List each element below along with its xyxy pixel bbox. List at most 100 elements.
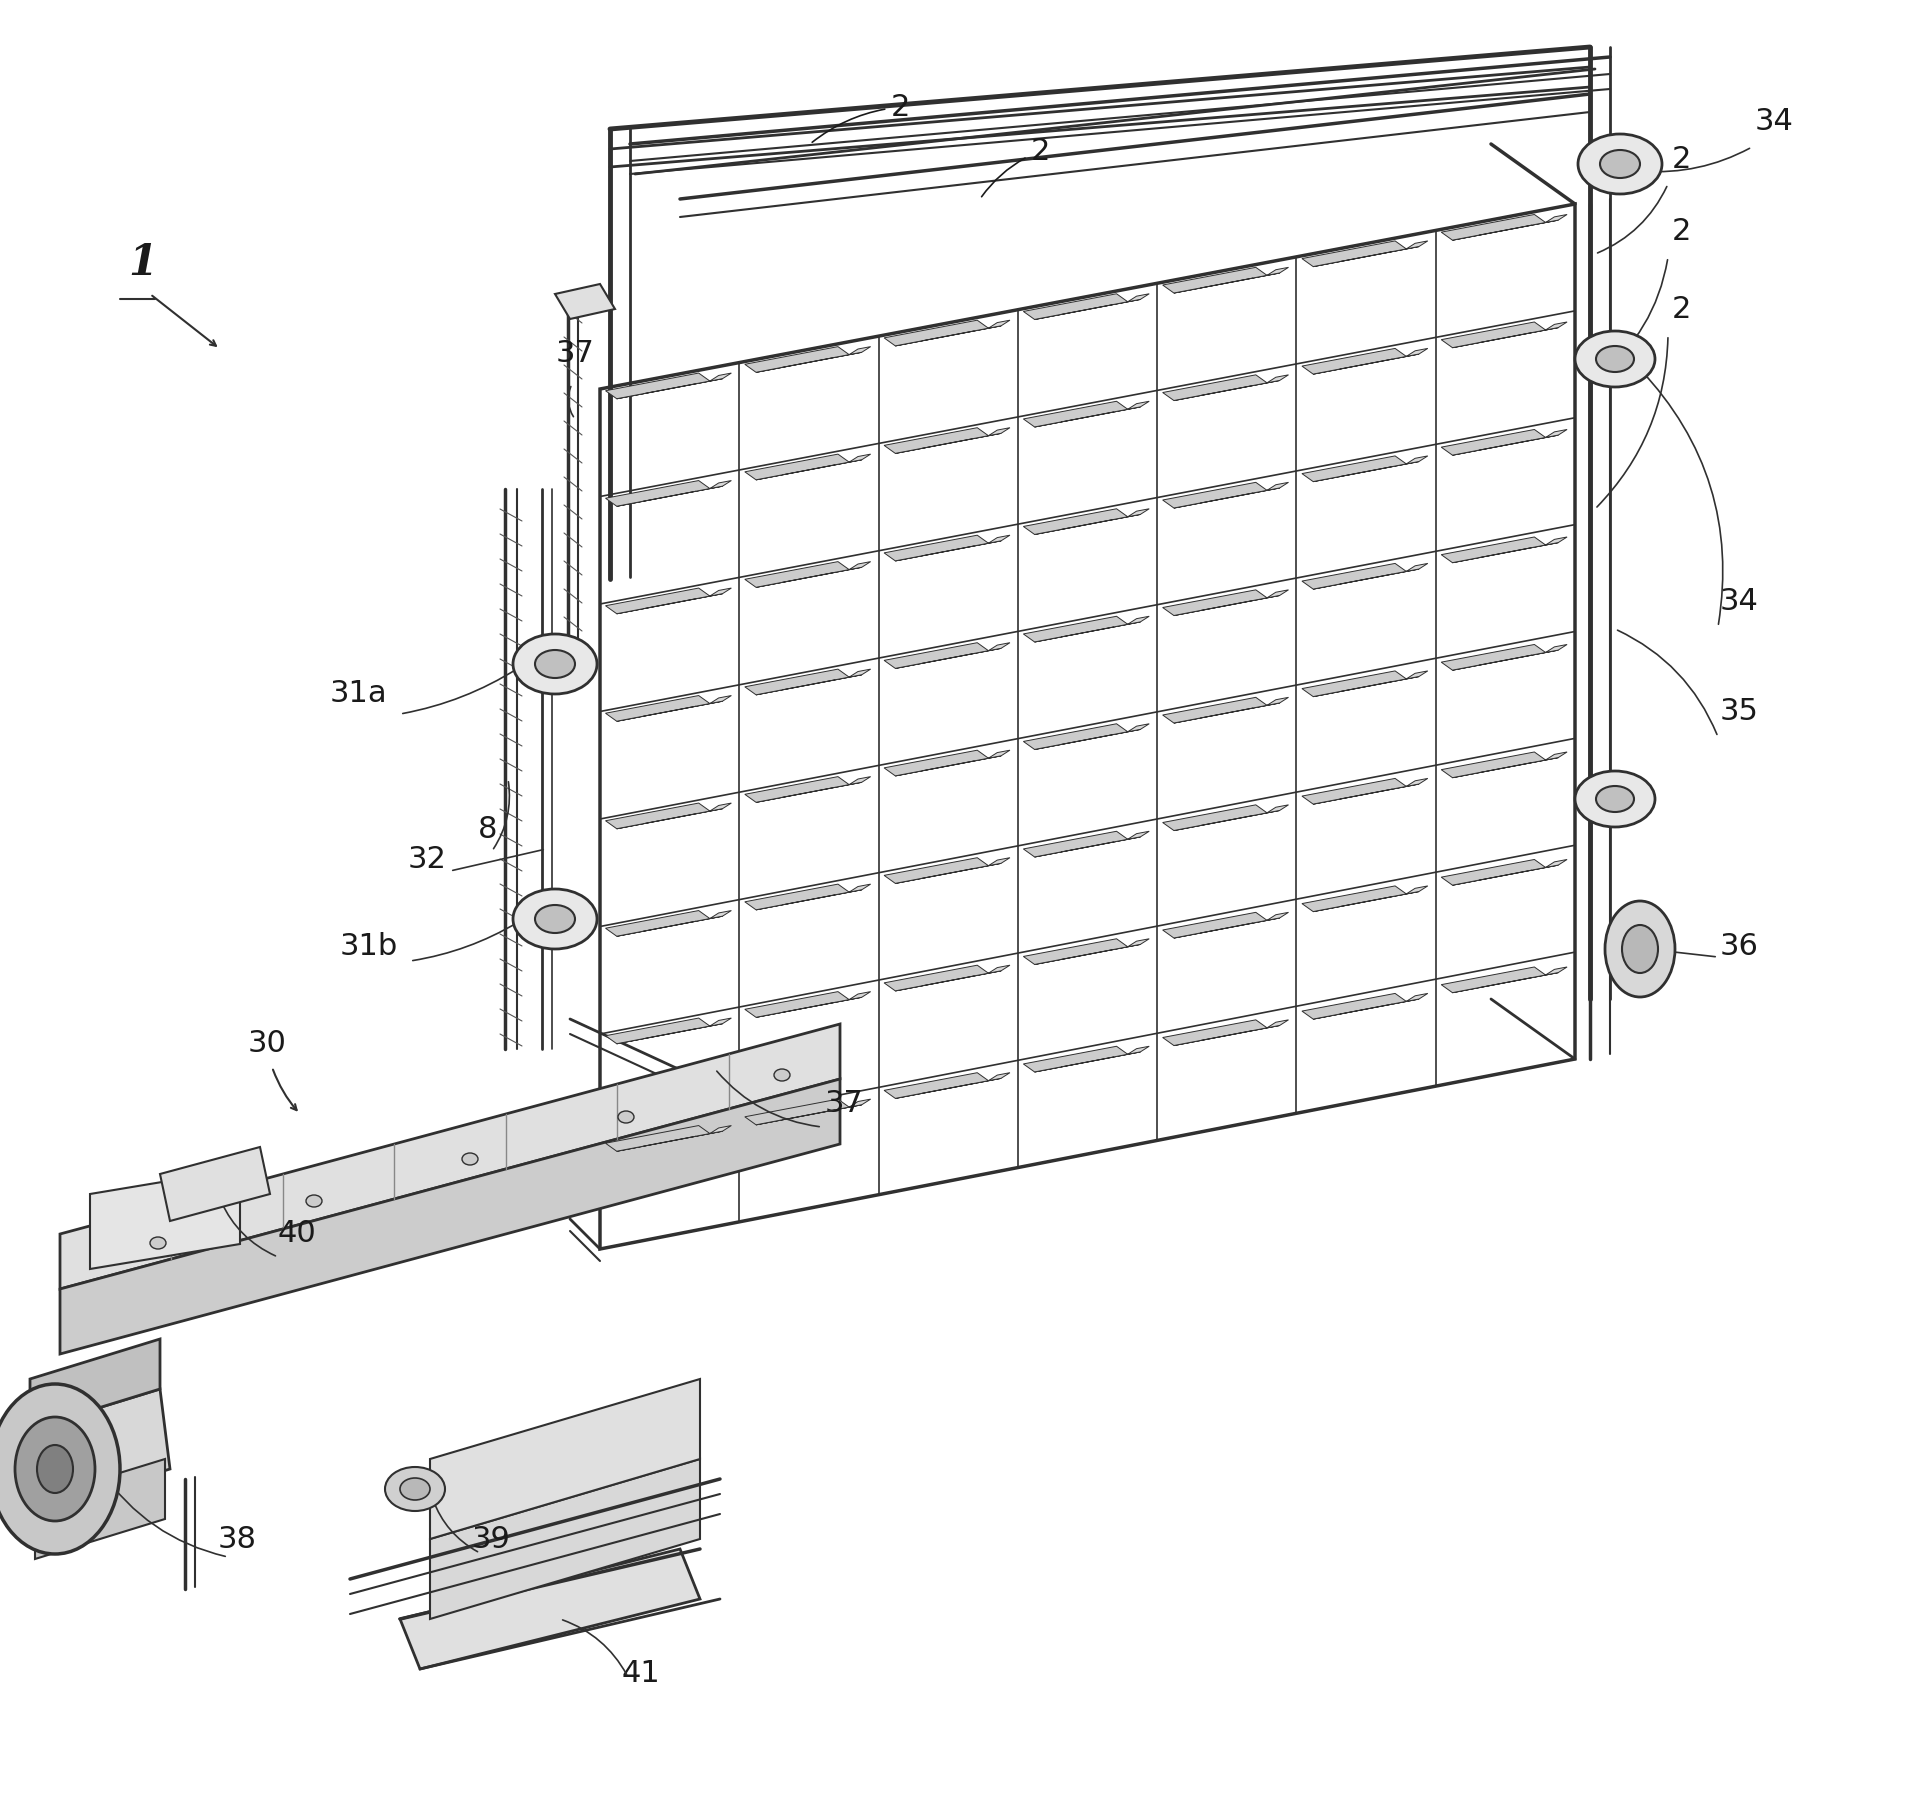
Polygon shape (160, 1147, 270, 1222)
Polygon shape (782, 681, 835, 690)
Polygon shape (848, 885, 869, 893)
Polygon shape (1478, 441, 1530, 452)
Text: 34: 34 (1719, 587, 1758, 616)
Ellipse shape (1575, 772, 1654, 828)
Polygon shape (1200, 602, 1252, 611)
Polygon shape (883, 322, 987, 347)
Polygon shape (1312, 784, 1418, 804)
Polygon shape (1034, 730, 1140, 750)
Polygon shape (1546, 215, 1567, 224)
Polygon shape (744, 777, 848, 802)
Polygon shape (1061, 735, 1113, 744)
Text: 36: 36 (1719, 931, 1758, 961)
Polygon shape (643, 600, 696, 609)
Polygon shape (1312, 463, 1418, 482)
Polygon shape (755, 997, 862, 1017)
Polygon shape (1546, 430, 1567, 439)
Polygon shape (1061, 627, 1113, 638)
Polygon shape (1441, 967, 1546, 994)
Polygon shape (755, 352, 862, 372)
Polygon shape (605, 589, 709, 614)
Polygon shape (1546, 538, 1567, 546)
Ellipse shape (384, 1467, 444, 1511)
Polygon shape (91, 1169, 240, 1269)
Polygon shape (709, 1019, 730, 1026)
Ellipse shape (535, 905, 574, 934)
Polygon shape (709, 804, 730, 811)
Polygon shape (1339, 575, 1391, 585)
Polygon shape (782, 788, 835, 799)
Polygon shape (744, 455, 848, 481)
Ellipse shape (37, 1446, 73, 1493)
Polygon shape (1022, 295, 1126, 320)
Polygon shape (1022, 725, 1126, 750)
Polygon shape (709, 1126, 730, 1135)
Polygon shape (1061, 1057, 1113, 1068)
Polygon shape (1302, 887, 1406, 913)
Polygon shape (1034, 1052, 1140, 1072)
Polygon shape (709, 589, 730, 596)
Polygon shape (1478, 978, 1530, 988)
Polygon shape (1022, 616, 1126, 643)
Ellipse shape (1596, 786, 1633, 813)
Polygon shape (895, 864, 1001, 884)
Polygon shape (1339, 683, 1391, 692)
Polygon shape (895, 327, 1001, 347)
Polygon shape (895, 649, 1001, 669)
Polygon shape (1200, 1030, 1252, 1041)
Polygon shape (31, 1390, 170, 1509)
Polygon shape (1302, 779, 1406, 804)
Text: 2: 2 (1671, 217, 1690, 246)
Polygon shape (1302, 994, 1406, 1019)
Polygon shape (35, 1460, 164, 1559)
Polygon shape (848, 670, 869, 678)
Polygon shape (605, 374, 709, 399)
Polygon shape (1339, 253, 1391, 262)
Polygon shape (1034, 515, 1140, 535)
Polygon shape (1312, 999, 1418, 1019)
Polygon shape (1406, 672, 1428, 679)
Polygon shape (1451, 759, 1557, 779)
Polygon shape (1451, 866, 1557, 885)
Polygon shape (1061, 305, 1113, 314)
Polygon shape (848, 1099, 869, 1108)
Text: 1: 1 (128, 242, 156, 284)
Polygon shape (1312, 569, 1418, 589)
Polygon shape (1034, 837, 1140, 858)
Polygon shape (1200, 387, 1252, 396)
Polygon shape (1126, 725, 1150, 732)
Text: 35: 35 (1719, 698, 1758, 726)
Polygon shape (1126, 940, 1150, 947)
Polygon shape (1312, 354, 1418, 374)
Polygon shape (1173, 918, 1279, 938)
Polygon shape (60, 1025, 840, 1288)
Text: 31a: 31a (330, 679, 388, 708)
Polygon shape (1478, 548, 1530, 558)
Polygon shape (709, 696, 730, 705)
Polygon shape (1265, 376, 1289, 383)
Text: 37: 37 (825, 1088, 864, 1117)
Text: 31b: 31b (340, 931, 398, 961)
Polygon shape (755, 567, 862, 587)
Polygon shape (922, 869, 974, 878)
Polygon shape (1265, 482, 1289, 492)
Ellipse shape (512, 634, 597, 694)
Polygon shape (643, 922, 696, 932)
Polygon shape (895, 542, 1001, 562)
Polygon shape (1546, 860, 1567, 867)
Polygon shape (987, 1073, 1009, 1081)
Polygon shape (755, 782, 862, 802)
Polygon shape (1406, 242, 1428, 249)
Polygon shape (755, 1106, 862, 1126)
Text: 39: 39 (471, 1523, 510, 1554)
Polygon shape (987, 965, 1009, 974)
Polygon shape (400, 1549, 699, 1670)
Polygon shape (643, 385, 696, 394)
Polygon shape (883, 643, 987, 669)
Ellipse shape (1596, 347, 1633, 372)
Polygon shape (1546, 323, 1567, 331)
Polygon shape (1339, 1005, 1391, 1014)
Polygon shape (616, 701, 723, 721)
Polygon shape (1126, 401, 1150, 410)
Polygon shape (1034, 408, 1140, 428)
